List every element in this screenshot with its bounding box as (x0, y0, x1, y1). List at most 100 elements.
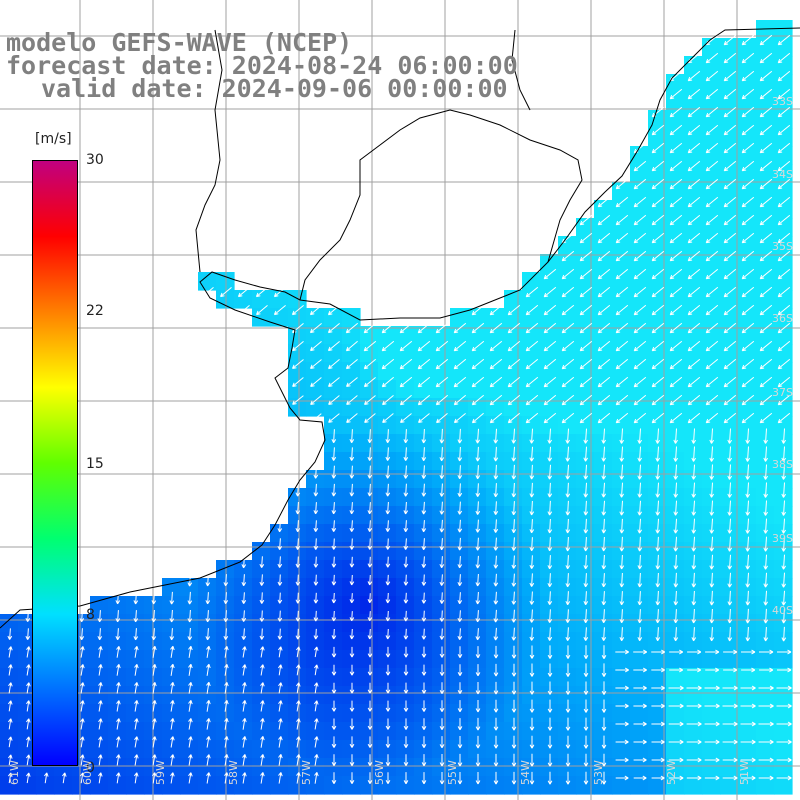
sea-cell (378, 542, 397, 561)
sea-cell (396, 506, 415, 525)
wind-arrow (349, 483, 355, 497)
sea-cell (306, 542, 325, 561)
wind-arrow (547, 518, 553, 534)
sea-cell (90, 704, 109, 723)
wind-arrow (547, 699, 553, 713)
wind-arrow (170, 700, 175, 712)
wind-arrow (241, 628, 247, 640)
latitude-label: 38S (772, 458, 793, 471)
sea-cell (504, 632, 523, 651)
sea-cell (612, 704, 631, 723)
wind-arrow (349, 611, 355, 622)
sea-cell (522, 632, 541, 651)
wind-arrow (691, 518, 697, 534)
wind-arrow (314, 646, 319, 658)
sea-cell (270, 290, 289, 309)
wind-arrow (633, 685, 647, 691)
wind-arrow (615, 739, 629, 745)
wind-arrow (8, 664, 13, 676)
sea-cell (594, 596, 613, 615)
sea-cell (756, 614, 775, 633)
wind-arrow (511, 428, 517, 444)
sea-cell (342, 470, 361, 489)
wind-arrow (597, 286, 611, 298)
wind-arrow (655, 572, 661, 588)
border-line (449, 109, 583, 263)
wind-arrow (723, 250, 737, 262)
sea-cell (342, 344, 361, 363)
wind-arrow (493, 446, 499, 462)
sea-cell (270, 758, 289, 777)
wind-arrow (507, 322, 521, 334)
sea-cell (594, 578, 613, 597)
wind-arrow (242, 736, 247, 748)
wind-arrow (705, 358, 719, 370)
sea-cell (180, 668, 199, 687)
sea-cell (648, 740, 667, 759)
wind-arrow (633, 268, 647, 280)
wind-arrow (511, 482, 517, 498)
wind-arrow (475, 735, 481, 749)
sea-cell (270, 542, 289, 561)
wind-arrow (687, 394, 701, 406)
wind-arrow (170, 682, 175, 694)
wind-arrow (759, 214, 773, 226)
sea-cell (324, 776, 343, 795)
wind-arrow (722, 721, 738, 727)
wind-arrow (277, 538, 283, 550)
wind-arrow (777, 214, 791, 226)
wind-arrow (687, 70, 701, 82)
wind-arrow (615, 649, 629, 655)
sea-cell (162, 740, 181, 759)
sea-cell (486, 578, 505, 597)
wind-arrow (709, 518, 715, 534)
wind-arrow (457, 682, 463, 695)
wind-arrow (399, 358, 413, 370)
sea-cell (576, 560, 595, 579)
wind-arrow (745, 428, 751, 444)
wind-arrow (668, 775, 684, 781)
sea-cell (234, 686, 253, 705)
wind-arrow (7, 736, 13, 748)
sea-cell (378, 488, 397, 507)
wind-arrow (421, 447, 427, 462)
sea-cell (0, 632, 19, 651)
wind-arrow (723, 394, 737, 406)
wind-arrow (205, 573, 211, 587)
wind-arrow (292, 377, 304, 387)
wind-arrow (601, 500, 607, 516)
wind-arrow (597, 214, 611, 226)
sea-cell (540, 740, 559, 759)
sea-cell (378, 470, 397, 489)
sea-cell (378, 578, 397, 597)
wind-arrow (331, 502, 337, 515)
sea-cell (180, 596, 199, 615)
sea-cell (252, 290, 271, 309)
wind-arrow (655, 482, 661, 498)
wind-arrow (98, 736, 103, 748)
wind-arrow (457, 556, 463, 569)
wind-arrow (529, 573, 535, 587)
sea-cell (612, 578, 631, 597)
wind-arrow (633, 667, 647, 673)
sea-cell (720, 776, 739, 795)
sea-cell (684, 632, 703, 651)
wind-arrow (687, 232, 701, 244)
sea-cell (126, 740, 145, 759)
sea-cell (432, 542, 451, 561)
sea-cell (288, 614, 307, 633)
wind-arrow (349, 682, 355, 694)
wind-arrow (457, 700, 463, 713)
wind-arrow (439, 700, 445, 712)
sea-cell (576, 776, 595, 795)
wind-arrow (529, 464, 535, 480)
sea-cell (522, 488, 541, 507)
wind-arrow (489, 394, 503, 406)
wind-arrow (583, 555, 589, 570)
sea-cell (630, 542, 649, 561)
sea-cell (666, 614, 685, 633)
sea-cell (720, 686, 739, 705)
wind-arrow (292, 341, 304, 352)
sea-cell (720, 596, 739, 615)
sea-cell (504, 542, 523, 561)
